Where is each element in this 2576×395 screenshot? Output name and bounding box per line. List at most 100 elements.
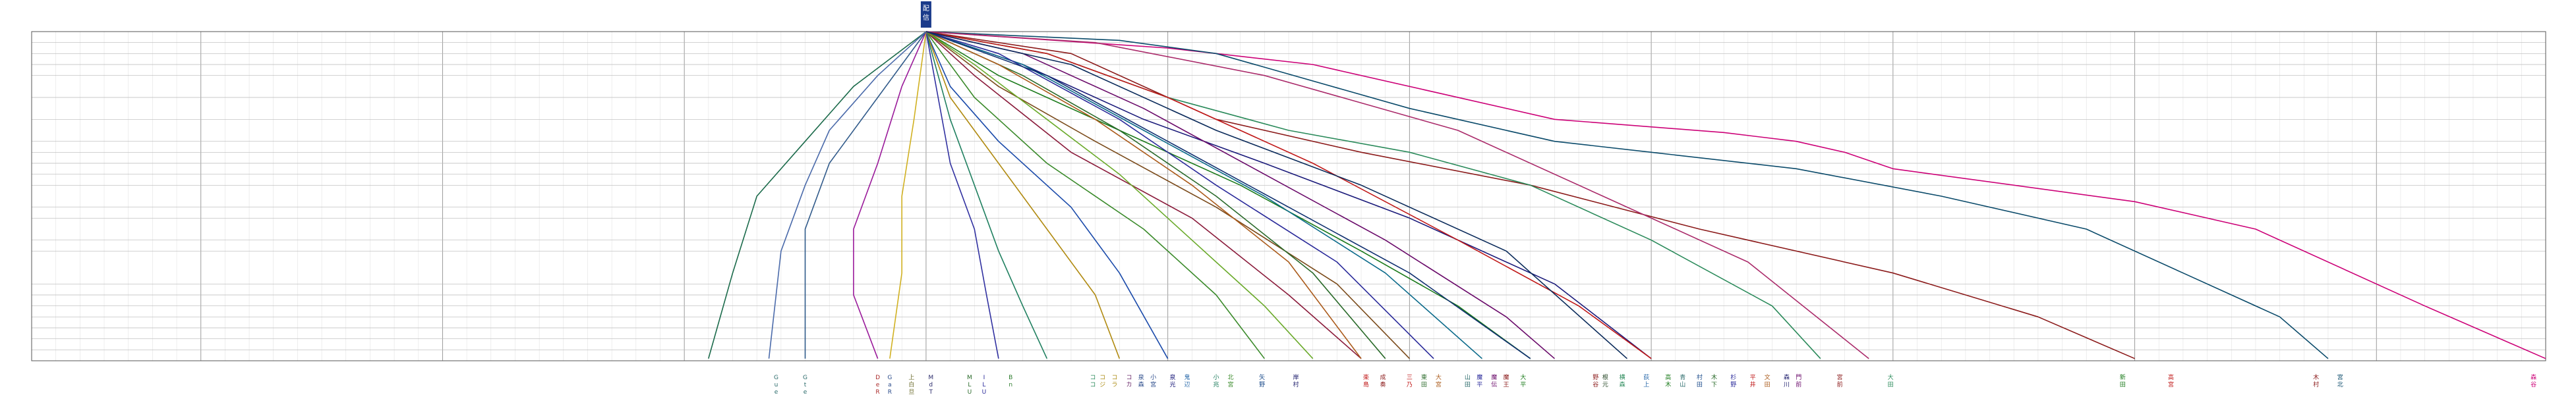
series-line-21 — [708, 31, 927, 359]
origin-label-char: 配 — [923, 5, 929, 13]
bottom-label-char: 森 — [1620, 381, 1625, 388]
bottom-label-char: 大 — [1888, 373, 1894, 381]
bottom-label-char: 村 — [1293, 381, 1299, 388]
bottom-label: 矢野 — [1259, 373, 1265, 388]
bottom-label-char: 平 — [1520, 381, 1526, 388]
bottom-label-char: u — [775, 382, 778, 388]
bottom-label-char: ジ — [1099, 382, 1105, 388]
bottom-label-char: 村 — [1697, 373, 1703, 381]
bottom-label-char: e — [876, 382, 880, 388]
bottom-label-char: 田 — [1697, 381, 1703, 388]
bottom-label-char: 門 — [1796, 374, 1801, 381]
bottom-label-char: U — [968, 389, 972, 395]
bottom-label-char: カ — [1126, 381, 1132, 388]
series-line-15 — [925, 31, 1121, 359]
series-line-10 — [925, 31, 1482, 359]
bottom-label-char: 野 — [1730, 381, 1736, 388]
bottom-label-char: 宮 — [1436, 381, 1442, 388]
bottom-label-char: コ — [1090, 375, 1096, 381]
bottom-label-char: 宮 — [1837, 373, 1843, 381]
plot-border — [31, 31, 2546, 361]
bottom-label-char: G — [774, 375, 778, 381]
bottom-label-char: 田 — [1765, 381, 1771, 388]
series-line-24 — [925, 31, 1627, 359]
bottom-label-char: 矢 — [1259, 373, 1265, 381]
bottom-label: コラ — [1111, 375, 1117, 388]
bottom-label-char: 森 — [1784, 373, 1790, 381]
bottom-label-char: G — [803, 375, 807, 381]
series-line-25 — [925, 31, 1314, 359]
origin-marker: 配信 — [920, 1, 931, 28]
bottom-label-char: 木 — [1665, 381, 1671, 388]
bottom-label-char: n — [1009, 382, 1012, 388]
series-line-28 — [925, 31, 1531, 359]
bottom-label-char: I — [983, 375, 985, 381]
series-line-16 — [925, 31, 1048, 359]
bottom-label-char: 田 — [1421, 381, 1427, 388]
bottom-label-char: 横 — [1620, 373, 1625, 381]
bottom-label: 魔平 — [1477, 373, 1482, 388]
bottom-label-char: 川 — [1784, 382, 1790, 388]
bottom-label-char: 三 — [1407, 375, 1413, 381]
bottom-label-char: 下 — [1711, 382, 1717, 388]
bottom-label-char: 根 — [1602, 373, 1608, 381]
bottom-label-char: e — [804, 389, 807, 395]
series-lines — [708, 31, 2546, 359]
bottom-label-char: 平 — [1477, 381, 1482, 388]
bottom-label-char: 泉 — [1138, 373, 1144, 381]
bottom-label: 宮北 — [2337, 373, 2343, 388]
bottom-label: 森谷 — [2531, 373, 2536, 388]
bottom-label-char: コ — [1126, 375, 1132, 381]
bottom-label-char: 大 — [1520, 373, 1526, 381]
origin-label: 配信 — [923, 5, 929, 22]
bottom-label-char: 魔 — [1491, 373, 1497, 381]
bottom-label-char: 山 — [1680, 381, 1685, 388]
bottom-label: ココ — [1090, 375, 1096, 388]
series-line-1 — [925, 31, 2546, 359]
bottom-label-char: 山 — [1465, 374, 1471, 381]
bottom-label-char: 小 — [1213, 374, 1219, 381]
bottom-label: 上白旦 — [908, 374, 914, 395]
series-line-6 — [925, 31, 1652, 359]
bottom-label-char: 田 — [2120, 381, 2126, 388]
bottom-label-char: 小 — [1150, 374, 1156, 381]
bottom-label-char: 元 — [1602, 382, 1608, 388]
bottom-label-char: 北 — [1227, 374, 1233, 381]
bottom-label-char: d — [929, 382, 933, 388]
bottom-label: 平井 — [1750, 374, 1756, 388]
bottom-label-char: 高 — [2168, 373, 2174, 381]
series-line-12 — [925, 31, 1434, 359]
bottom-label-char: 上 — [1643, 381, 1649, 388]
bottom-label-char: M — [928, 375, 933, 381]
bottom-label: 高木 — [1665, 373, 1671, 388]
bottom-label-char: G — [887, 375, 892, 381]
bottom-label-char: 上 — [908, 374, 914, 381]
bottom-label: 野谷 — [1593, 374, 1598, 388]
bottom-label: 小宮 — [1150, 374, 1156, 388]
bottom-label: 荻上 — [1643, 374, 1649, 388]
bottom-label: 青山 — [1680, 373, 1685, 388]
bottom-label: 泉光 — [1169, 373, 1175, 388]
plot-frame — [31, 31, 2546, 361]
series-line-23 — [925, 31, 1869, 359]
bottom-label: 木村 — [2313, 373, 2319, 388]
bottom-label-char: 魔 — [1477, 373, 1482, 381]
bottom-label-char: 宮 — [1150, 381, 1156, 388]
bottom-label-char: T — [928, 389, 933, 395]
bottom-label-char: 成 — [1380, 373, 1386, 381]
bottom-label-char: 辺 — [1184, 381, 1190, 388]
bottom-label-char: 楽 — [1363, 373, 1369, 381]
bottom-label-char: 井 — [1750, 381, 1756, 388]
bottom-label-char: 光 — [1169, 381, 1175, 388]
series-line-9 — [925, 31, 1410, 359]
bottom-label: 泉森 — [1138, 373, 1144, 388]
bottom-label-char: 伝 — [1491, 381, 1497, 388]
bottom-label-char: 岸 — [1293, 374, 1299, 381]
bottom-label: 成奏 — [1380, 373, 1386, 388]
